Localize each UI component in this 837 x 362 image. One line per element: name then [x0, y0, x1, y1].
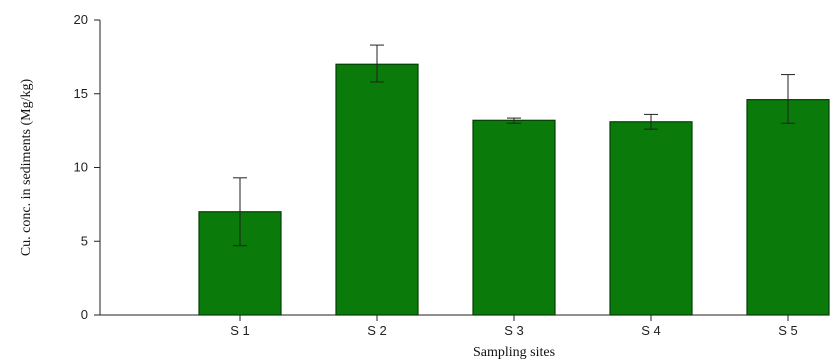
y-tick-label: 5 [81, 233, 88, 248]
bar [335, 63, 419, 316]
error-bars [233, 44, 795, 247]
y-tick-label: 0 [81, 307, 88, 322]
x-tick-label: S 4 [641, 323, 661, 338]
y-tick-label: 20 [74, 12, 88, 27]
x-tick-label: S 3 [504, 323, 524, 338]
x-tick-label: S 5 [778, 323, 798, 338]
y-tick-label: 15 [74, 86, 88, 101]
bar [609, 121, 693, 316]
bar [746, 99, 830, 316]
x-tick-label: S 1 [230, 323, 250, 338]
bars [198, 63, 830, 316]
x-tick-label: S 2 [367, 323, 387, 338]
y-axis-label: Cu. conc. in sediments (Mg/kg) [19, 79, 34, 257]
x-axis-label: Sampling sites [473, 345, 555, 360]
bar [472, 119, 556, 316]
tick-labels: 0 5 10 15 20 S 1 S 2 S 3 S 4 S 5 [74, 12, 798, 338]
y-tick-label: 10 [74, 160, 88, 175]
